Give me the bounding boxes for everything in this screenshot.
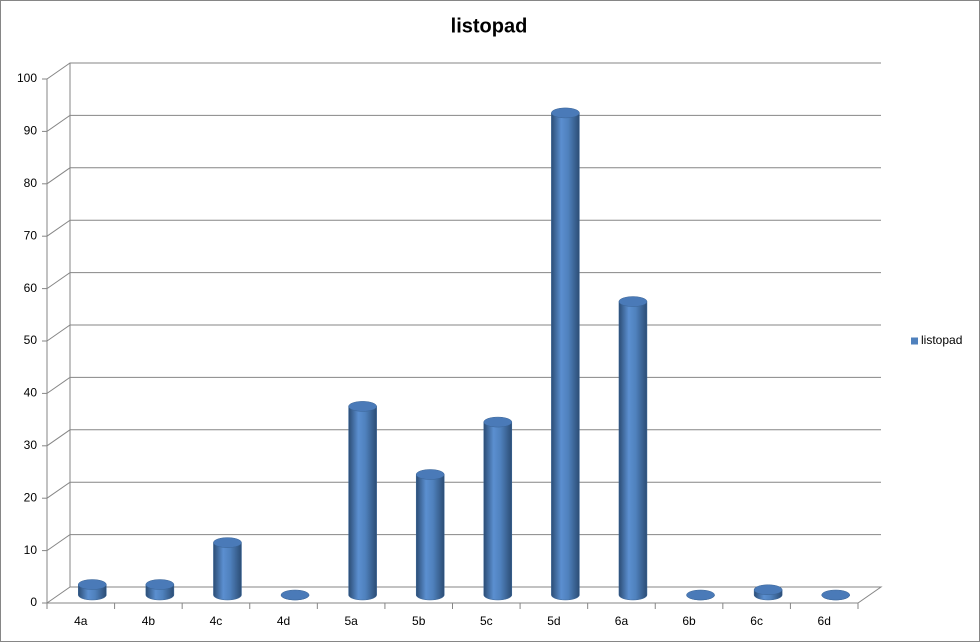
grid-line: [46, 586, 881, 604]
x-tick-label: 4a: [74, 614, 88, 628]
grid-line: [46, 481, 881, 499]
x-tick-label: 4d: [277, 614, 290, 628]
y-tick-label: 40: [24, 386, 38, 400]
bar: [483, 421, 513, 601]
bar-top: [618, 296, 648, 307]
legend-label: listopad: [921, 333, 962, 347]
grid-line: [46, 324, 881, 342]
x-tick-label: 6b: [682, 614, 696, 628]
x-tick-label: 5b: [412, 614, 426, 628]
grid-line: [46, 167, 881, 185]
x-tick-label: 5a: [344, 614, 358, 628]
bar-top: [821, 589, 850, 601]
bar-top: [348, 401, 377, 412]
grid-line: [46, 219, 881, 237]
y-tick-label: 100: [17, 71, 37, 85]
grid-line: [46, 272, 881, 290]
y-tick-label: 10: [24, 543, 38, 557]
grid-line: [46, 114, 881, 132]
bar: [348, 406, 377, 601]
bar-top: [551, 107, 580, 119]
bar-top: [213, 537, 242, 548]
x-tick-label: 6a: [615, 614, 629, 628]
bar-top: [686, 589, 715, 601]
bar-top: [145, 579, 175, 590]
grid-line: [46, 62, 881, 80]
bar-top: [280, 589, 310, 601]
grid-line: [46, 534, 881, 552]
y-tick-label: 20: [24, 490, 38, 504]
y-tick-label: 60: [24, 281, 38, 295]
grid-line: [46, 429, 881, 447]
x-tick-label: 5d: [547, 614, 560, 628]
bar-top: [415, 469, 445, 480]
legend-swatch: [911, 337, 918, 345]
bar: [415, 474, 445, 601]
x-tick-label: 6c: [750, 614, 763, 628]
y-tick-label: 90: [24, 124, 38, 138]
chart-title: listopad: [451, 15, 528, 37]
x-tick-label: 6d: [818, 614, 831, 628]
y-tick-label: 30: [24, 438, 38, 452]
y-tick-label: 0: [30, 595, 37, 609]
bar: [618, 301, 648, 601]
x-tick-label: 5c: [480, 614, 493, 628]
grid-line: [46, 376, 881, 394]
y-tick-label: 80: [24, 176, 38, 190]
x-tick-label: 4c: [210, 614, 223, 628]
bar: [551, 112, 580, 601]
x-tick-label: 4b: [142, 614, 156, 628]
bar-top: [483, 416, 513, 428]
bar-top: [753, 584, 783, 596]
y-tick-label: 50: [24, 333, 38, 347]
bar-top: [78, 579, 107, 590]
y-tick-label: 70: [24, 228, 38, 242]
bar: [213, 542, 242, 601]
